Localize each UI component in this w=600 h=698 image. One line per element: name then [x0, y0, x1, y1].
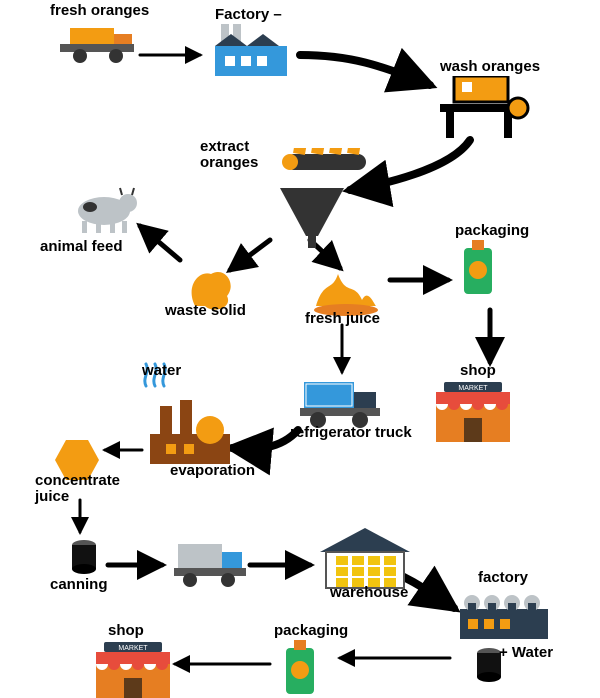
node-warehouse	[320, 528, 410, 592]
label-factory2: factory	[478, 569, 528, 586]
label-water-lbl: water	[142, 362, 181, 379]
node-canning	[70, 540, 98, 576]
label-fresh-juice: fresh juice	[305, 310, 380, 327]
label-shop1: shop	[460, 362, 496, 379]
label-shop2: shop	[108, 622, 144, 639]
label-animal-feed: animal feed	[40, 238, 123, 255]
label-packaging1: packaging	[455, 222, 529, 239]
label-water2: + Water	[499, 644, 553, 661]
node-fresh-oranges	[60, 20, 140, 66]
node-cow	[70, 185, 138, 235]
flowchart-canvas: fresh oranges Factory – wash oranges extrac…	[0, 0, 600, 698]
svg-text:MARKET: MARKET	[458, 385, 488, 392]
node-factory1	[215, 24, 295, 80]
label-refr-truck: refrigerator truck	[290, 424, 412, 441]
label-canning: canning	[50, 576, 108, 593]
node-shop2: MARKET	[90, 640, 176, 698]
node-packaging1	[460, 240, 496, 298]
label-waste-solid: waste solid	[165, 302, 246, 319]
label2-extract-oranges: oranges	[200, 154, 258, 171]
label2-concentrate: juice	[35, 488, 69, 505]
node-wash-oranges	[440, 76, 530, 146]
label-fresh-oranges: fresh oranges	[50, 2, 149, 19]
label-packaging2: packaging	[274, 622, 348, 639]
node-packaging2	[282, 640, 318, 698]
label-wash-oranges: wash oranges	[440, 58, 540, 75]
label-warehouse: warehouse	[330, 584, 408, 601]
arrow	[140, 226, 180, 260]
node-truck3	[174, 540, 252, 590]
label-factory1: Factory –	[215, 6, 282, 23]
svg-text:MARKET: MARKET	[118, 645, 148, 652]
node-shop1: MARKET	[430, 380, 516, 446]
label-concentrate: concentrate	[35, 472, 120, 489]
node-evaporation	[150, 400, 240, 470]
arrow	[232, 430, 298, 449]
label-evaporation: evaporation	[170, 462, 255, 479]
node-extract-oranges	[260, 148, 370, 258]
arrow	[300, 55, 430, 85]
node-factory2	[460, 585, 556, 645]
label-extract-oranges: extract	[200, 138, 249, 155]
